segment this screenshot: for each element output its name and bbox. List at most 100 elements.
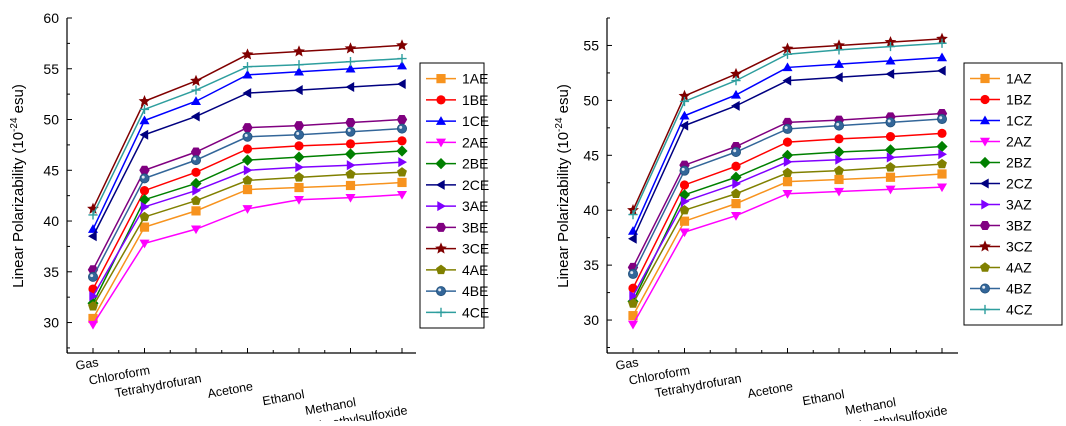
data-point-3BZ — [782, 117, 793, 127]
data-point-3AE — [243, 165, 253, 176]
data-point-2BZ — [884, 144, 897, 156]
legend-marker-4BZ — [980, 283, 991, 294]
data-point-4BE-shine — [296, 131, 300, 135]
data-point-2BZ — [936, 140, 948, 153]
series-2AE — [87, 190, 408, 330]
series-4BE — [88, 123, 407, 282]
data-point-4BE — [293, 129, 304, 140]
data-point-2CZ — [679, 120, 689, 131]
data-point-4AZ — [937, 158, 947, 169]
data-point-2BE — [293, 151, 305, 163]
data-point-4AE — [242, 175, 253, 185]
legend-label-4AZ: 4AZ — [1006, 260, 1032, 276]
data-point-4CE — [242, 62, 253, 72]
data-point-2CZ — [731, 100, 740, 111]
legend-label-1CE: 1CE — [462, 113, 489, 129]
data-point-4AZ — [628, 298, 638, 308]
x-tick-label: Acetone — [206, 379, 254, 401]
data-point-2AZ — [782, 190, 793, 199]
legend-label-1BZ: 1BZ — [1006, 92, 1032, 108]
data-point-4BZ-shine — [733, 149, 737, 153]
legend-label-1BE: 1BE — [462, 92, 488, 108]
data-point-2CZ — [834, 72, 843, 83]
data-point-2AE — [293, 196, 305, 205]
legend-marker-2AZ — [979, 137, 991, 147]
data-point-2CZ — [937, 65, 946, 76]
legend-marker-3BZ — [979, 221, 991, 230]
data-point-4AE — [88, 301, 98, 311]
legend-marker-4AE — [436, 264, 446, 275]
legend-label-4BZ: 4BZ — [1006, 281, 1032, 297]
data-point-2CZ — [885, 68, 895, 80]
data-point-4AE — [191, 195, 201, 205]
data-point-4BE — [139, 173, 150, 184]
data-point-4CZ — [679, 96, 690, 107]
legend-label-4CE: 4CE — [462, 304, 489, 320]
data-point-4CE — [294, 60, 304, 70]
data-point-4CZ — [885, 41, 896, 52]
legend-marker-4BE-shine — [438, 288, 442, 292]
series-3BE — [87, 115, 408, 275]
data-point-3AE — [192, 185, 201, 196]
data-point-1CZ — [782, 62, 793, 72]
y-tick-label: 45 — [43, 162, 59, 178]
data-point-2BZ — [833, 146, 845, 158]
data-point-1CZ — [679, 110, 690, 120]
data-point-2AZ — [627, 320, 639, 330]
data-point-4CE — [345, 57, 356, 67]
x-tick-label: Ethanol — [801, 387, 845, 408]
data-point-4CE — [397, 54, 407, 64]
series-2BE — [87, 145, 408, 309]
y-tick-label: 30 — [43, 315, 59, 331]
legend-label-3AZ: 3AZ — [1006, 197, 1032, 213]
data-point-4BZ-shine — [630, 271, 634, 275]
legend-label-3CE: 3CE — [462, 241, 489, 257]
data-point-3AZ — [886, 152, 896, 163]
y-axis-label: Linear Polarizability (10-24 esu) — [9, 84, 27, 288]
series-2BZ — [627, 140, 948, 307]
data-point-4CE — [139, 104, 150, 114]
y-axis-label: Linear Polarizability (10-24 esu) — [554, 84, 572, 288]
data-point-2CE — [345, 82, 355, 93]
data-point-2BE — [344, 148, 357, 160]
data-point-4BZ-shine — [681, 167, 685, 171]
data-point-4AE — [139, 211, 150, 222]
legend-marker-3BE — [435, 222, 447, 232]
data-point-1AE — [88, 313, 98, 324]
y-tick-label: 40 — [43, 213, 59, 229]
legend-marker-4BZ-shine — [982, 285, 986, 289]
data-point-3BE — [139, 165, 150, 175]
data-point-3AZ — [938, 149, 947, 160]
legend-box — [419, 62, 485, 329]
data-point-1AZ — [937, 169, 947, 179]
series-2CE — [88, 78, 406, 242]
x-tick-label: Gas — [615, 355, 640, 373]
data-point-2AZ — [833, 187, 845, 197]
y-tick-label: 45 — [583, 147, 599, 163]
data-point-4BE-shine — [141, 175, 145, 179]
data-point-4BE — [190, 155, 201, 166]
y-tick-label: 35 — [43, 264, 59, 280]
y-tick-label: 40 — [583, 202, 599, 218]
data-point-2BE — [138, 194, 151, 206]
legend-marker-1AE — [436, 74, 446, 84]
data-point-3CE — [293, 45, 305, 57]
data-point-3CE — [138, 95, 151, 107]
data-point-2AZ — [730, 212, 742, 221]
data-point-4BZ — [731, 146, 742, 157]
legend: 1AE 1BE 1CE 2AE 2BE 2CE 3AE 3BE 3CE 4AE 4BE 4CE — [419, 62, 489, 329]
data-point-3AE — [346, 160, 356, 171]
data-point-2AZ — [936, 183, 948, 193]
data-point-3AE — [89, 291, 98, 302]
data-point-3AZ — [835, 154, 844, 165]
legend-marker-4AZ — [980, 262, 990, 272]
legend: 1AZ 1BZ 1CZ 2AZ 2BZ 2CZ 3AZ 3BZ 3CZ 4AZ 4BZ 4CZ — [963, 62, 1063, 326]
data-point-2CZ — [782, 75, 792, 86]
data-point-1CE — [139, 115, 150, 125]
data-point-1AE — [191, 206, 201, 216]
legend-label-2AE: 2AE — [462, 134, 488, 150]
series-4AE — [88, 167, 407, 311]
series-4CZ — [628, 38, 947, 220]
legend-marker-2AE — [435, 138, 447, 148]
data-point-3CZ — [678, 89, 691, 101]
